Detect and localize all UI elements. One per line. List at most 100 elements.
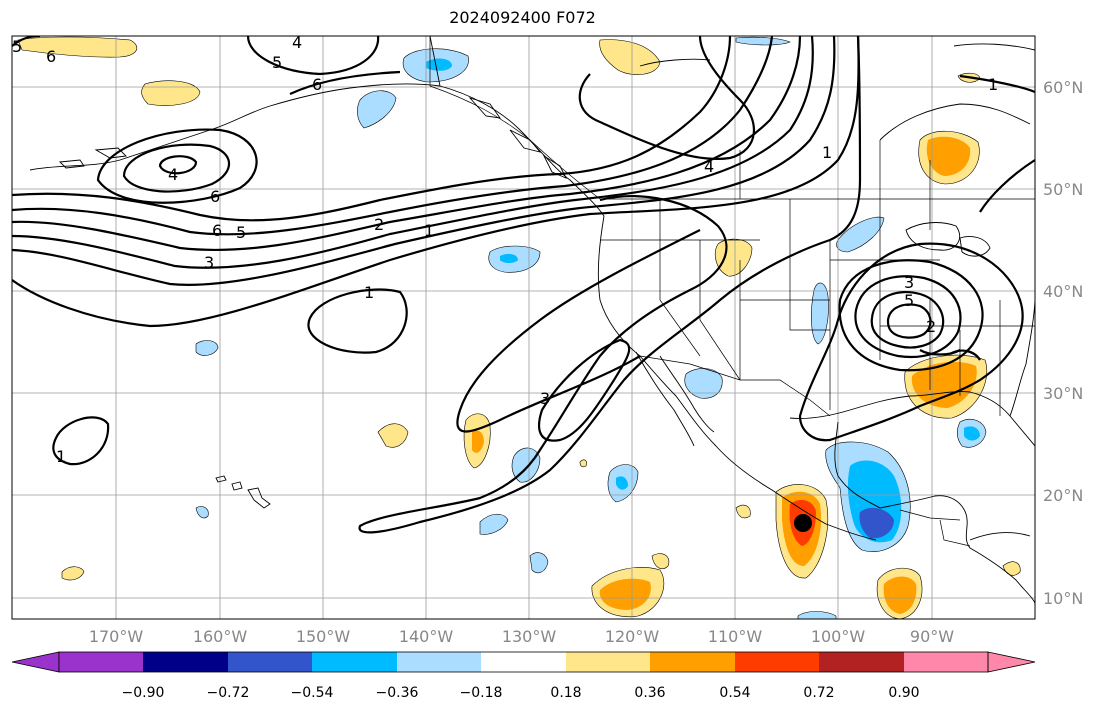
contours [12, 36, 1035, 534]
coastlines [29, 36, 1035, 605]
colorbar-segment [819, 652, 904, 672]
contour-label: 3 [204, 253, 214, 272]
contour-label: 6 [212, 221, 222, 240]
lon-label: 150°W [296, 627, 351, 646]
colorbar-tick-label: 0.72 [803, 685, 834, 701]
negative-region [195, 506, 209, 519]
contour-label: 1 [988, 75, 998, 94]
contour-label: 6 [46, 47, 56, 66]
contour-labels: 6 5 4 5 6 1 4 6 6 5 3 2 1 1 4 1 3 3 5 2 … [12, 33, 998, 466]
lon-label: 160°W [193, 627, 248, 646]
colorbar-segment [650, 652, 735, 672]
negative-region [357, 90, 397, 129]
colorbar-tick-labels: −0.90 −0.72 −0.54 −0.36 −0.18 0.18 0.36 … [122, 685, 920, 701]
lon-label: 100°W [811, 627, 866, 646]
negative-region [684, 368, 723, 399]
negative-region [811, 282, 829, 345]
contour-label: 5 [272, 53, 282, 72]
longitude-labels: 170°W 160°W 150°W 140°W 130°W 120°W 110°… [89, 627, 954, 646]
colorbar [11, 651, 1036, 673]
contour-label: 3 [904, 273, 914, 292]
contour-label: 1 [364, 283, 374, 302]
lat-label: 50°N [1043, 180, 1083, 199]
contour-label: 4 [168, 165, 178, 184]
positive-region [883, 576, 917, 614]
lat-label: 30°N [1043, 384, 1083, 403]
lat-label: 20°N [1043, 486, 1083, 505]
positive-region [377, 423, 409, 448]
colorbar-extend-high [987, 651, 1036, 673]
lat-label: 40°N [1043, 282, 1083, 301]
colorbar-tick-label: −0.54 [291, 685, 334, 701]
colorbar-tick-label: −0.18 [460, 685, 503, 701]
colorbar-segment [566, 652, 650, 672]
positive-region [579, 459, 587, 468]
lon-label: 140°W [399, 627, 454, 646]
plot-title: 2024092400 F072 [449, 8, 596, 27]
contour-label: 5 [236, 223, 246, 242]
colorbar-tick-label: 0.90 [888, 685, 919, 701]
lon-label: 130°W [502, 627, 557, 646]
contour-label: 3 [540, 389, 550, 408]
colorbar-segment [397, 652, 481, 672]
contour-label: 2 [374, 215, 384, 234]
negative-region [616, 476, 628, 490]
positive-region [911, 361, 977, 408]
positive-region [472, 430, 484, 453]
negative-region [735, 36, 791, 46]
colorbar-tick-label: −0.90 [122, 685, 165, 701]
positive-region [599, 39, 661, 75]
lon-label: 120°W [605, 627, 660, 646]
positive-region [651, 553, 670, 569]
colorbar-segment [904, 652, 988, 672]
colorbar-segment [59, 652, 143, 672]
lon-label: 170°W [89, 627, 144, 646]
positive-region [715, 238, 753, 277]
colorbar-segment [735, 652, 819, 672]
lon-label: 90°W [910, 627, 954, 646]
positive-region [17, 36, 138, 58]
contour-label: 5 [904, 291, 914, 310]
lat-label: 60°N [1043, 78, 1083, 97]
negative-region [859, 507, 894, 539]
colorbar-segment [312, 652, 397, 672]
colorbar-segment [143, 652, 228, 672]
contour-label: 1 [424, 221, 434, 240]
negative-region [529, 552, 549, 574]
contour-label: 1 [56, 447, 66, 466]
positive-region [926, 136, 971, 176]
negative-region [964, 426, 980, 441]
map-area: 6 5 4 5 6 1 4 6 6 5 3 2 1 1 4 1 3 3 5 2 … [12, 33, 1035, 619]
storm-center-marker [794, 514, 812, 532]
positive-region [61, 566, 85, 581]
negative-region [479, 513, 509, 535]
contour-label: 4 [292, 33, 302, 52]
lat-label: 10°N [1043, 589, 1083, 608]
contour-label: 4 [704, 157, 714, 176]
political-borders [429, 36, 1035, 547]
shaded-fields [17, 36, 1021, 619]
colorbar-tick-label: 0.54 [719, 685, 750, 701]
negative-region [500, 253, 518, 263]
colorbar-tick-label: 0.36 [634, 685, 665, 701]
colorbar-segment [228, 652, 312, 672]
negative-region [195, 340, 219, 356]
contour-label: 6 [312, 75, 322, 94]
colorbar-tick-label: 0.18 [550, 685, 581, 701]
negative-region [426, 58, 452, 71]
colorbar-tick-label: −0.72 [207, 685, 250, 701]
contour-label: 5 [12, 37, 22, 56]
lon-label: 110°W [708, 627, 763, 646]
colorbar-segment [481, 652, 566, 672]
colorbar-frame [58, 651, 989, 673]
map-frame [11, 35, 1036, 620]
latitude-labels: 60°N 50°N 40°N 30°N 20°N 10°N [1043, 78, 1083, 608]
contour-label: 2 [926, 317, 936, 336]
positive-region [599, 578, 651, 610]
contour-label: 1 [822, 143, 832, 162]
colorbar-extend-low [11, 651, 60, 673]
positive-region [735, 504, 751, 519]
contour-label: 6 [210, 187, 220, 206]
colorbar-tick-label: −0.36 [376, 685, 419, 701]
